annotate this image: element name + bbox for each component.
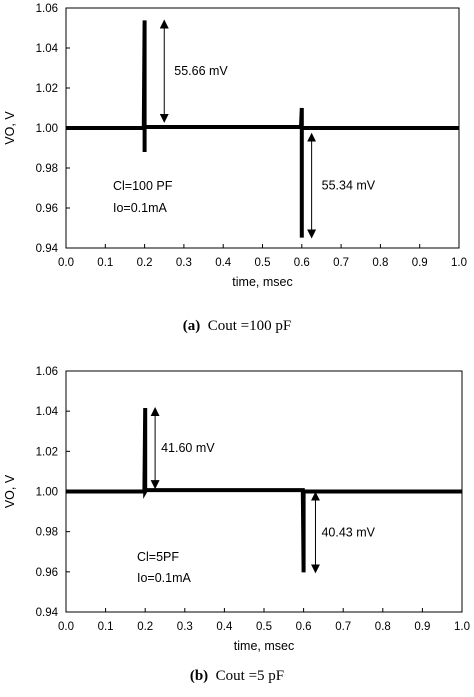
caption-b-text: Cout =5 pF [215, 668, 285, 684]
note-text: Io=0.1mA [137, 571, 192, 585]
x-tick-label: 0.6 [296, 621, 312, 633]
y-tick-label: 0.98 [36, 527, 58, 539]
chart-a: 0.0 0.1 0.2 0.3 0.4 0.5 0.6 0.7 0.8 0.9 1.0 0.94 0.9… [3, 3, 467, 289]
chart-panel-b: 0.0 0.1 0.2 0.3 0.4 0.5 0.6 0.7 0.8 0.9 1.0 0.94 0.9… [0, 364, 474, 697]
y-tick-label: 1.06 [36, 3, 58, 15]
x-tick-label: 0.5 [256, 621, 272, 633]
x-tick-label: 0.3 [176, 257, 192, 269]
y-tick-label: 1.00 [36, 123, 58, 135]
series-line-vo [66, 20, 459, 238]
y-tick-label: 0.94 [36, 607, 59, 619]
annotation-label: 41.60 mV [161, 441, 215, 455]
caption-a-text: Cout =100 pF [207, 318, 292, 334]
x-tick-label: 0.9 [414, 621, 430, 633]
x-tick-label: 0.2 [137, 257, 153, 269]
caption-b: (b) Cout =5 pF [0, 668, 474, 685]
x-tick-label: 0.1 [97, 257, 113, 269]
note-text: Cl=5PF [137, 550, 179, 564]
y-tick-label: 1.00 [36, 487, 58, 499]
x-axis-label: time, msec [232, 275, 292, 289]
y-axis-label: VO, V [3, 474, 17, 508]
y-tick-label: 1.02 [36, 446, 58, 458]
y-tick-label: 0.96 [36, 203, 58, 215]
x-tick-label: 0.1 [98, 621, 114, 633]
x-axis-label: time, msec [234, 639, 294, 653]
y-tick-label: 1.02 [36, 83, 58, 95]
note-text: Cl=100 PF [113, 179, 173, 193]
x-tick-label: 0.4 [216, 621, 233, 633]
y-tick-label: 1.04 [36, 43, 59, 55]
caption-a: (a) Cout =100 pF [0, 318, 474, 335]
y-tick-label: 1.06 [36, 366, 58, 378]
y-tick-label: 1.04 [36, 406, 59, 418]
annotation-label: 40.43 mV [321, 525, 375, 539]
y-axis-label: VO, V [3, 111, 17, 145]
x-tick-label: 0.5 [255, 257, 271, 269]
x-tick-label: 0.3 [177, 621, 193, 633]
caption-a-label: (a) [182, 318, 201, 334]
x-tick-label: 0.8 [372, 257, 388, 269]
y-tick-label: 0.94 [36, 243, 59, 255]
x-tick-label: 0.4 [215, 257, 232, 269]
x-tick-label: 0.9 [412, 257, 428, 269]
x-tick-label: 0.0 [58, 621, 74, 633]
note-text: Io=0.1mA [113, 201, 168, 215]
series-line-vo [66, 407, 462, 573]
y-tick-label: 0.98 [36, 163, 58, 175]
x-tick-label: 0.8 [375, 621, 391, 633]
caption-b-label: (b) [189, 668, 209, 684]
x-tick-label: 1.0 [454, 621, 470, 633]
annotation-label: 55.34 mV [322, 179, 376, 193]
annotation-label: 55.66 mV [174, 64, 228, 78]
x-tick-label: 0.6 [294, 257, 310, 269]
x-tick-label: 0.7 [333, 257, 349, 269]
x-tick-label: 0.0 [58, 257, 74, 269]
x-tick-label: 0.7 [335, 621, 351, 633]
x-tick-label: 1.0 [451, 257, 467, 269]
chart-b: 0.0 0.1 0.2 0.3 0.4 0.5 0.6 0.7 0.8 0.9 1.0 0.94 0.9… [3, 366, 470, 653]
chart-panel-a: 0.0 0.1 0.2 0.3 0.4 0.5 0.6 0.7 0.8 0.9 1.0 0.94 0.9… [0, 0, 474, 348]
x-tick-label: 0.2 [137, 621, 153, 633]
y-tick-label: 0.96 [36, 567, 58, 579]
